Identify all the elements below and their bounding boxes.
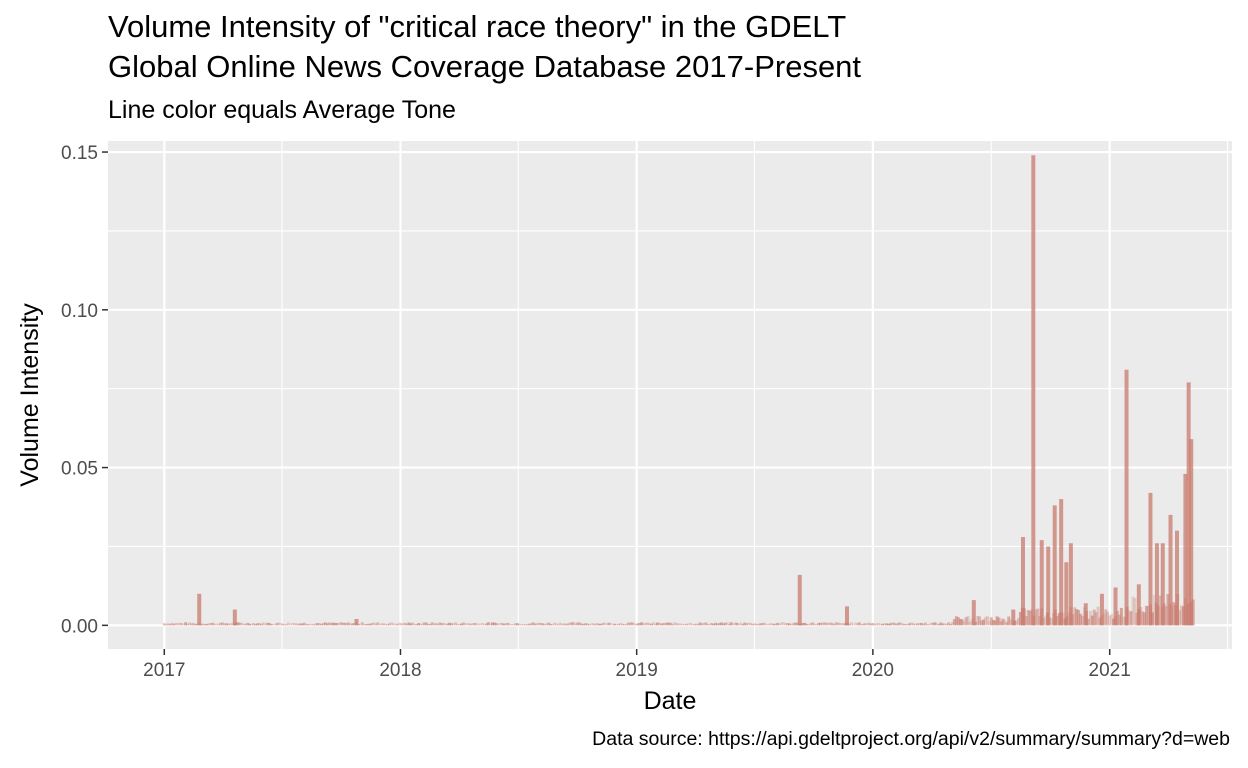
x-tick-label: 2017: [143, 660, 185, 681]
y-tick-label: 0.15: [61, 143, 98, 164]
x-axis: 2017 2018 2019 2020 2021: [143, 649, 1131, 681]
minor-grid: [108, 141, 1232, 649]
x-tick-label: 2019: [616, 660, 658, 681]
y-tick-label: 0.05: [61, 459, 98, 480]
volume-series: [162, 155, 1195, 626]
chart-subtitle: Line color equals Average Tone: [108, 96, 456, 124]
chart-title-line-1: Volume Intensity of "critical race theor…: [108, 9, 847, 44]
x-tick-label: 2018: [379, 660, 421, 681]
y-tick-label: 0.10: [61, 301, 98, 322]
y-axis: 0.00 0.05 0.10 0.15: [61, 143, 108, 637]
panel-background: [108, 141, 1232, 649]
x-tick-label: 2020: [852, 660, 894, 681]
x-axis-title: Date: [644, 687, 697, 715]
chart-title-line-2: Global Online News Coverage Database 201…: [108, 49, 862, 84]
y-tick-label: 0.00: [61, 616, 98, 637]
y-axis-title: Volume Intensity: [16, 303, 44, 487]
data-source-caption: Data source: https://api.gdeltproject.or…: [592, 728, 1230, 750]
x-tick-label: 2021: [1089, 660, 1131, 681]
